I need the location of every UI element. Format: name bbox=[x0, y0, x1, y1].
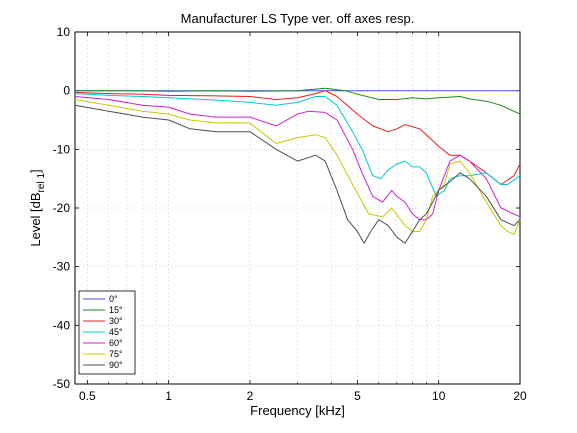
x-tick-label: 20 bbox=[513, 389, 527, 403]
series-lines bbox=[74, 87, 521, 244]
x-tick-label: 0.5 bbox=[79, 389, 96, 403]
series-line bbox=[74, 104, 521, 244]
axis-ticks: 10 0 -10 -20 -30 -40 -50 0.5 1 2 5 10 20 bbox=[53, 25, 527, 403]
legend-label: 0° bbox=[109, 294, 118, 304]
chart-title: Manufacturer LS Type ver. off axes resp. bbox=[181, 11, 415, 26]
y-tick-label: -30 bbox=[53, 260, 71, 274]
y-axis-label: Level [dBrel 1] bbox=[28, 169, 47, 246]
x-tick-label: 10 bbox=[432, 389, 446, 403]
y-tick-label: -40 bbox=[53, 318, 71, 332]
y-tick-label: 10 bbox=[57, 25, 71, 39]
x-tick-label: 1 bbox=[165, 389, 172, 403]
series-line bbox=[74, 99, 521, 235]
y-axis-label-subscript: rel 1 bbox=[36, 173, 47, 193]
y-axis-label-main: Level [dB bbox=[28, 192, 43, 246]
legend: 0°15°30°45°60°75°90° bbox=[78, 290, 136, 375]
y-axis-label-end: ] bbox=[28, 169, 43, 173]
series-line bbox=[74, 93, 521, 197]
legend-label: 15° bbox=[109, 305, 123, 315]
legend-label: 90° bbox=[109, 360, 123, 370]
y-tick-label: -20 bbox=[53, 201, 71, 215]
y-tick-label: -50 bbox=[53, 377, 71, 391]
x-tick-label: 5 bbox=[354, 389, 361, 403]
series-line bbox=[75, 87, 521, 115]
legend-label: 60° bbox=[109, 338, 123, 348]
legend-label: 30° bbox=[109, 316, 123, 326]
legend-label: 75° bbox=[109, 349, 123, 359]
y-tick-label: 0 bbox=[63, 84, 70, 98]
x-axis-label: Frequency [kHz] bbox=[250, 403, 345, 418]
legend-label: 45° bbox=[109, 327, 123, 337]
series-line bbox=[74, 96, 521, 221]
x-tick-label: 2 bbox=[247, 389, 254, 403]
y-tick-label: -10 bbox=[53, 142, 71, 156]
